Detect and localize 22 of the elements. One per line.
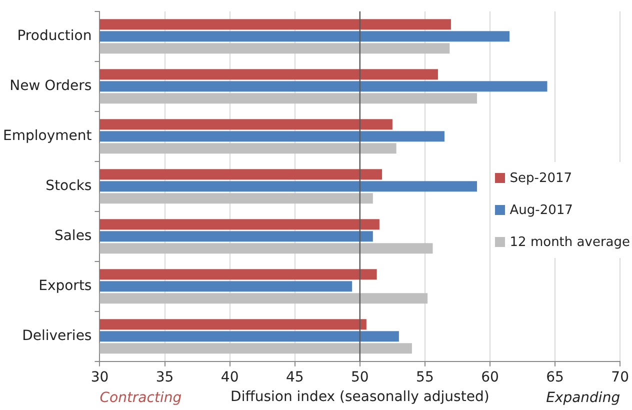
x-tick-label: 40 bbox=[220, 369, 239, 386]
legend-label: 12 month average bbox=[510, 234, 630, 250]
y-tick-label: Exports bbox=[38, 278, 92, 294]
x-tick-label: 55 bbox=[416, 369, 434, 386]
x-tick-label: 70 bbox=[611, 369, 630, 386]
text: Expanding bbox=[546, 390, 620, 406]
x-axis-title: Diffusion index (seasonally adjusted) bbox=[230, 389, 490, 406]
y-tick-label: Production bbox=[17, 28, 92, 44]
y-tick-label: Sales bbox=[54, 228, 92, 244]
text: Contracting bbox=[100, 390, 182, 406]
x-tick-label: 45 bbox=[286, 369, 304, 386]
x-tick-label: 35 bbox=[156, 369, 174, 386]
y-tick-label: Deliveries bbox=[22, 328, 92, 344]
x-tick-label: 65 bbox=[546, 369, 564, 386]
y-tick-label: Stocks bbox=[46, 178, 92, 194]
legend-label: Sep-2017 bbox=[510, 170, 572, 186]
legend-label: Aug-2017 bbox=[510, 202, 573, 218]
x-tick-label: 60 bbox=[481, 369, 499, 386]
y-tick-label: Employment bbox=[2, 128, 92, 144]
x-tick-label: 50 bbox=[350, 369, 369, 386]
y-tick-label: New Orders bbox=[10, 78, 92, 94]
x-tick-label: 30 bbox=[90, 369, 109, 386]
